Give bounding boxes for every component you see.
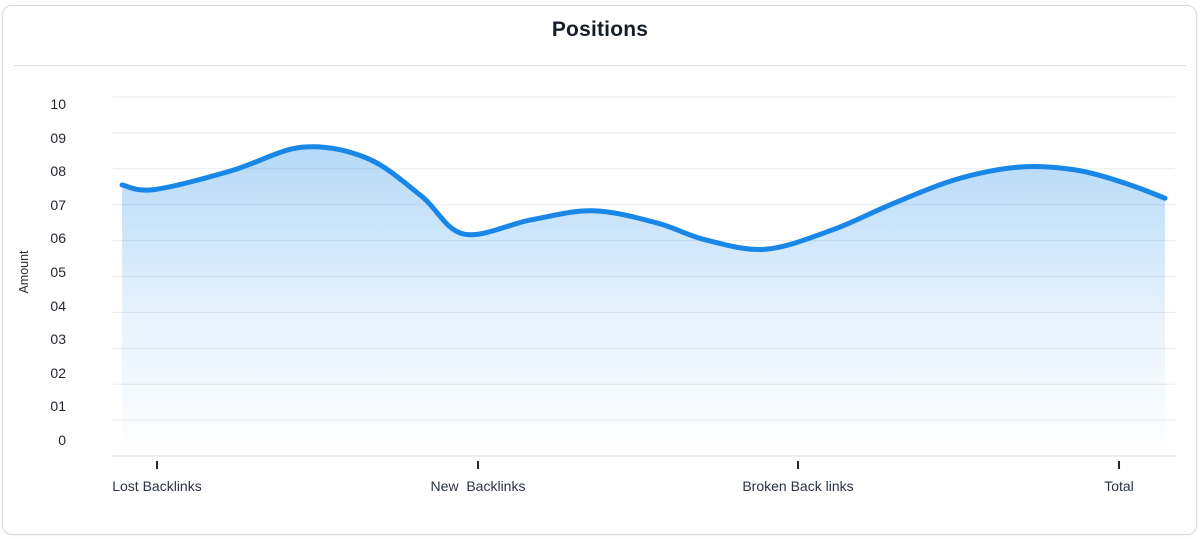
y-axis-tick-label: 08 [50,163,66,180]
chart-region: Positions Amount 0 01 02 03 04 05 06 07 08 09 10 L… [3,6,1196,534]
area-chart-canvas [113,96,1175,469]
y-axis-tick-label: 10 [50,96,66,112]
y-axis-tick-label: 03 [50,331,66,348]
x-axis-category-label: Total [1104,478,1134,494]
y-axis-tick-label: 02 [50,364,66,381]
header-divider [13,65,1187,66]
y-axis-tick-label: 09 [50,129,66,146]
y-axis-tick-label: 06 [50,230,66,247]
x-axis-category-label: Broken Back links [742,478,854,494]
y-axis-tick-label: 01 [50,398,66,415]
chart-title: Positions [551,18,649,41]
x-axis-category-label: Lost Backlinks [112,478,202,494]
y-axis-tick-label: 04 [50,297,66,314]
trend-line [119,144,1168,252]
positions-card: Positions Amount 0 01 02 03 04 05 06 07 08 09 10 L… [2,5,1197,535]
y-axis-tick-label: 07 [50,196,66,213]
area-fill [122,146,1166,456]
x-axis-category-label: New Backlinks [430,478,526,494]
y-axis-tick-label: 05 [50,264,66,280]
y-axis-tick-label: 0 [58,432,66,448]
